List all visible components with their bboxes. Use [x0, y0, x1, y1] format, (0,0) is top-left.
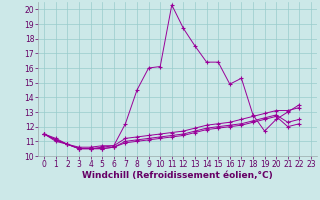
X-axis label: Windchill (Refroidissement éolien,°C): Windchill (Refroidissement éolien,°C): [82, 171, 273, 180]
